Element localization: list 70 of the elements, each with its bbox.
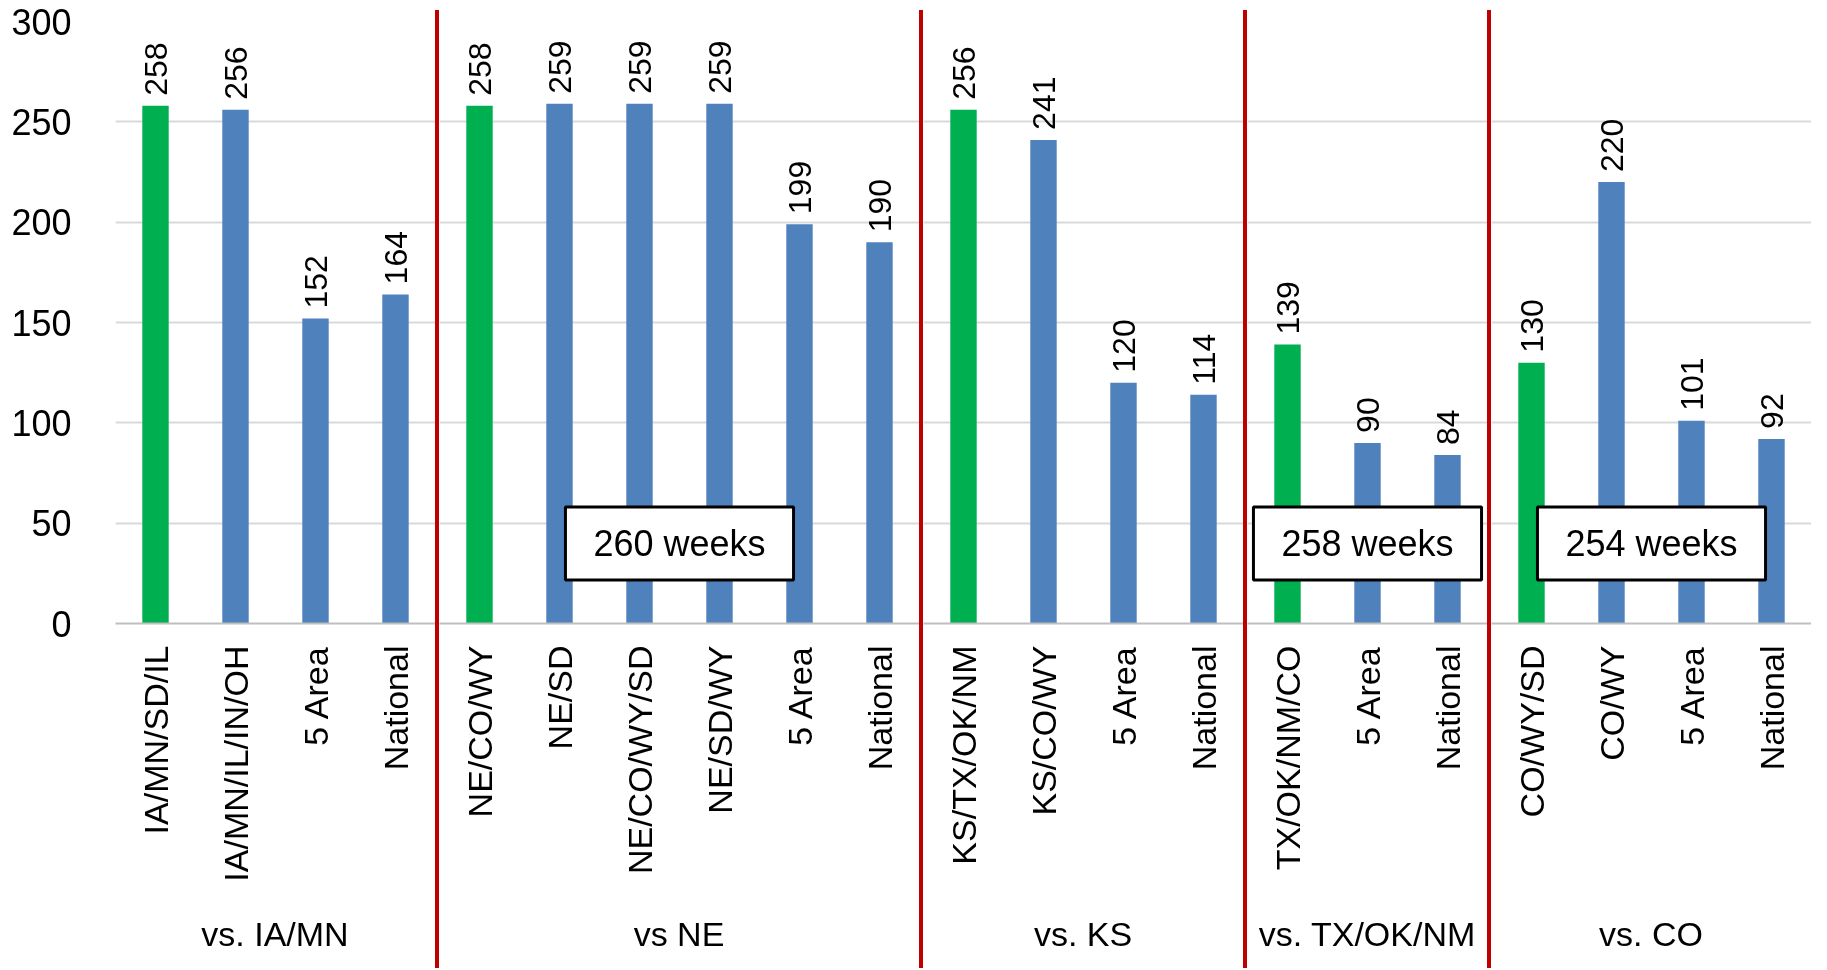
- x-tick-label: 5 Area: [1672, 647, 1711, 746]
- y-tick-label: 50: [31, 503, 72, 545]
- annotation: 254 weeks: [1565, 522, 1738, 564]
- data-label: 84: [1429, 409, 1466, 445]
- bar: [302, 318, 329, 624]
- bar: [950, 109, 977, 624]
- y-tick-label: 300: [11, 1, 72, 43]
- x-tick-label: TX/OK/NM/CO: [1268, 645, 1307, 871]
- annotation: 260 weeks: [593, 522, 766, 564]
- x-axis-title: vs. IA/MN: [200, 914, 350, 954]
- x-tick-label: NE/CO/WY: [460, 645, 499, 818]
- data-label: 114: [1185, 333, 1222, 385]
- x-tick-label: National: [376, 645, 415, 771]
- x-tick-label: National: [1752, 645, 1791, 771]
- bar: [1110, 382, 1137, 624]
- bar: [1518, 362, 1545, 624]
- bar: [1030, 139, 1057, 624]
- x-tick-label: 5 Area: [780, 647, 819, 746]
- data-label: 256: [945, 46, 982, 100]
- x-tick-label: CO/WY: [1592, 645, 1631, 761]
- bar: [786, 224, 813, 624]
- data-label: 258: [137, 42, 174, 96]
- bar: [546, 103, 573, 624]
- data-label: 120: [1105, 319, 1142, 373]
- data-label: 101: [1673, 357, 1710, 411]
- y-tick-label: 200: [11, 202, 72, 244]
- y-tick-label: 250: [11, 101, 72, 143]
- x-axis-title: vs. KS: [1032, 914, 1134, 954]
- x-tick-label: 5 Area: [296, 647, 335, 746]
- data-label: 241: [1025, 76, 1062, 130]
- bar: [866, 242, 893, 624]
- x-tick-label: NE/SD: [540, 645, 579, 750]
- data-label: 92: [1753, 393, 1790, 429]
- bar: [142, 105, 169, 624]
- x-tick-label: CO/WY/SD: [1512, 645, 1551, 818]
- data-label: 130: [1513, 299, 1550, 353]
- data-label: 259: [701, 40, 738, 94]
- bar: [1190, 394, 1217, 624]
- x-tick-label: IA/MN/IL/IN/OH: [216, 645, 255, 882]
- annotation: 258 weeks: [1281, 522, 1454, 564]
- x-tick-label: KS/CO/WY: [1024, 645, 1063, 816]
- data-label: 164: [377, 231, 414, 285]
- data-label: 152: [297, 255, 334, 309]
- data-label: 259: [621, 40, 658, 94]
- x-tick-label: IA/MN/SD/IL: [136, 645, 175, 835]
- x-tick-label: NE/SD/WY: [700, 645, 739, 814]
- data-label: 199: [781, 160, 818, 215]
- data-label: 190: [861, 178, 898, 233]
- data-label: 139: [1269, 281, 1306, 335]
- y-tick-label: 0: [51, 603, 72, 645]
- data-label: 256: [217, 46, 254, 100]
- data-label: 220: [1593, 118, 1630, 173]
- data-label: 258: [461, 42, 498, 96]
- x-tick-label: National: [860, 645, 899, 771]
- y-tick-label: 150: [11, 302, 72, 344]
- x-tick-label: KS/TX/OK/NM: [944, 645, 983, 865]
- x-axis-title: vs. TX/OK/NM: [1257, 914, 1477, 954]
- x-axis-title: vs NE: [632, 914, 726, 954]
- data-label: 90: [1349, 397, 1386, 433]
- x-tick-label: National: [1184, 645, 1223, 771]
- x-tick-label: 5 Area: [1348, 647, 1387, 746]
- bar: [382, 294, 409, 624]
- x-tick-label: 5 Area: [1104, 647, 1143, 746]
- y-tick-label: 100: [11, 402, 72, 444]
- data-label: 259: [541, 40, 578, 94]
- x-tick-label: National: [1428, 645, 1467, 771]
- bar: [222, 109, 249, 624]
- x-tick-label: NE/CO/WY/SD: [620, 645, 659, 875]
- bar: [466, 105, 493, 624]
- x-axis-title: vs. CO: [1598, 914, 1704, 954]
